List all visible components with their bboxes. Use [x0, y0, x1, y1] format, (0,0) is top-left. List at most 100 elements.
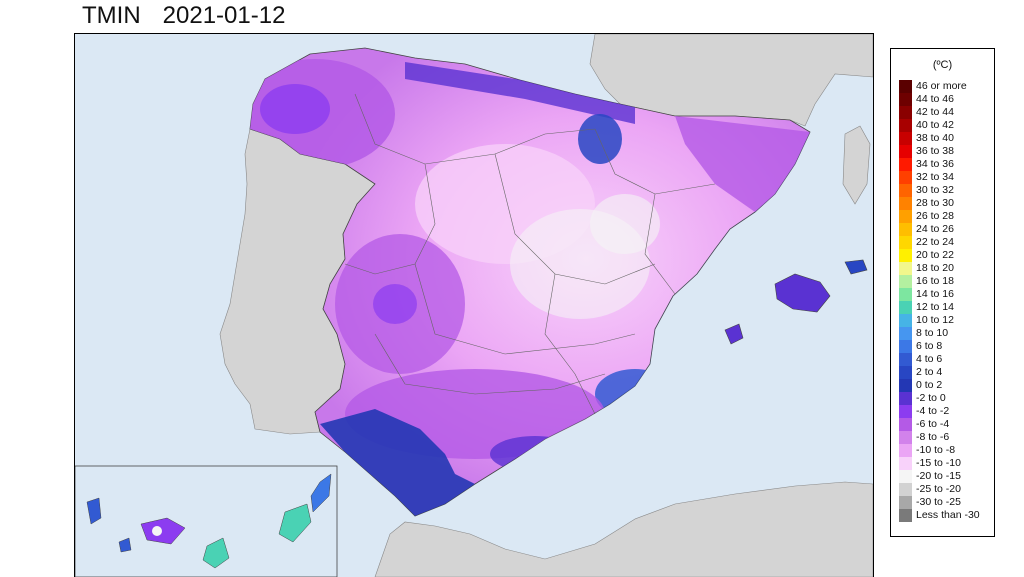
legend-swatch — [899, 379, 912, 392]
variable-label: TMIN — [82, 2, 141, 29]
legend-label: 36 to 38 — [916, 145, 954, 157]
legend-row: -8 to -6 — [899, 431, 980, 444]
legend-row: 28 to 30 — [899, 197, 980, 210]
legend-label: -6 to -4 — [916, 418, 950, 430]
legend-swatch — [899, 197, 912, 210]
legend-row: Less than -30 — [899, 509, 980, 522]
legend-row: 16 to 18 — [899, 275, 980, 288]
legend-swatch — [899, 145, 912, 158]
legend-swatch — [899, 184, 912, 197]
mallorca-island — [774, 273, 831, 313]
legend-label: -2 to 0 — [916, 392, 946, 404]
legend-swatch — [899, 431, 912, 444]
legend-row: 2 to 4 — [899, 366, 980, 379]
legend-swatch — [899, 288, 912, 301]
legend-swatch — [899, 327, 912, 340]
legend-label: -30 to -25 — [916, 496, 961, 508]
legend-row: -15 to -10 — [899, 457, 980, 470]
map-panel — [74, 33, 874, 577]
legend-row: -4 to -2 — [899, 405, 980, 418]
legend-row: -30 to -25 — [899, 496, 980, 509]
legend-label: 34 to 36 — [916, 158, 954, 170]
legend-label: 2 to 4 — [916, 366, 943, 378]
legend-label: -10 to -8 — [916, 444, 956, 456]
legend-row: 8 to 10 — [899, 327, 980, 340]
legend-swatch — [899, 418, 912, 431]
legend-label: 18 to 20 — [916, 262, 954, 274]
legend-swatch — [899, 132, 912, 145]
legend-row: 4 to 6 — [899, 353, 980, 366]
legend-label: 10 to 12 — [916, 314, 954, 326]
legend-row: 32 to 34 — [899, 171, 980, 184]
temperature-map — [75, 34, 873, 577]
legend-swatch — [899, 236, 912, 249]
legend-label: -20 to -15 — [916, 470, 961, 482]
legend-row: 46 or more — [899, 80, 980, 93]
legend-row: 44 to 46 — [899, 93, 980, 106]
legend-swatch — [899, 483, 912, 496]
legend-row: 24 to 26 — [899, 223, 980, 236]
legend-row: 30 to 32 — [899, 184, 980, 197]
legend-row: 0 to 2 — [899, 379, 980, 392]
legend-label: Less than -30 — [916, 509, 980, 521]
legend-swatch — [899, 80, 912, 93]
legend-label: 12 to 14 — [916, 301, 954, 313]
legend-label: 44 to 46 — [916, 93, 954, 105]
legend-swatch — [899, 275, 912, 288]
legend-row: 40 to 42 — [899, 119, 980, 132]
legend-label: 46 or more — [916, 80, 967, 92]
legend-row: 26 to 28 — [899, 210, 980, 223]
legend-list: 46 or more 44 to 46 42 to 44 40 to 42 38 to … — [899, 80, 980, 522]
legend-swatch — [899, 509, 912, 522]
legend-label: 8 to 10 — [916, 327, 949, 339]
legend-row: 14 to 16 — [899, 288, 980, 301]
legend-swatch — [899, 93, 912, 106]
legend-row: 42 to 44 — [899, 106, 980, 119]
legend-row: -20 to -15 — [899, 470, 980, 483]
legend-label: -8 to -6 — [916, 431, 950, 443]
legend-row: 10 to 12 — [899, 314, 980, 327]
legend-label: 32 to 34 — [916, 171, 954, 183]
legend-panel: (ºC) 46 or more 44 to 46 42 to 44 40 to 42 3… — [890, 48, 995, 537]
legend-swatch — [899, 262, 912, 275]
legend-row: 22 to 24 — [899, 236, 980, 249]
legend-label: 22 to 24 — [916, 236, 954, 248]
map-title: TMIN 2021-01-12 — [82, 2, 285, 30]
legend-row: -2 to 0 — [899, 392, 980, 405]
legend-swatch — [899, 366, 912, 379]
legend-label: 0 to 2 — [916, 379, 943, 391]
legend-swatch — [899, 444, 912, 457]
legend-swatch — [899, 353, 912, 366]
legend-label: 38 to 40 — [916, 132, 954, 144]
legend-row: 12 to 14 — [899, 301, 980, 314]
legend-label: 42 to 44 — [916, 106, 954, 118]
legend-swatch — [899, 119, 912, 132]
legend-swatch — [899, 392, 912, 405]
legend-label: 30 to 32 — [916, 184, 954, 196]
legend-label: 6 to 8 — [916, 340, 943, 352]
legend-label: 16 to 18 — [916, 275, 954, 287]
legend-label: 24 to 26 — [916, 223, 954, 235]
legend-row: -25 to -20 — [899, 483, 980, 496]
legend-label: -25 to -20 — [916, 483, 961, 495]
legend-swatch — [899, 405, 912, 418]
legend-label: 4 to 6 — [916, 353, 943, 365]
legend-row: 18 to 20 — [899, 262, 980, 275]
legend-swatch — [899, 210, 912, 223]
legend-swatch — [899, 496, 912, 509]
legend-swatch — [899, 457, 912, 470]
legend-swatch — [899, 314, 912, 327]
legend-unit: (ºC) — [932, 59, 953, 71]
ibiza-island — [724, 323, 744, 345]
legend-swatch — [899, 470, 912, 483]
legend-label: 26 to 28 — [916, 210, 954, 222]
africa-land — [374, 481, 873, 577]
legend-swatch — [899, 249, 912, 262]
legend-label: 40 to 42 — [916, 119, 954, 131]
legend-row: 38 to 40 — [899, 132, 980, 145]
legend-swatch — [899, 106, 912, 119]
legend-swatch — [899, 158, 912, 171]
legend-label: -15 to -10 — [916, 457, 961, 469]
legend-swatch — [899, 171, 912, 184]
date-label: 2021-01-12 — [162, 2, 286, 29]
